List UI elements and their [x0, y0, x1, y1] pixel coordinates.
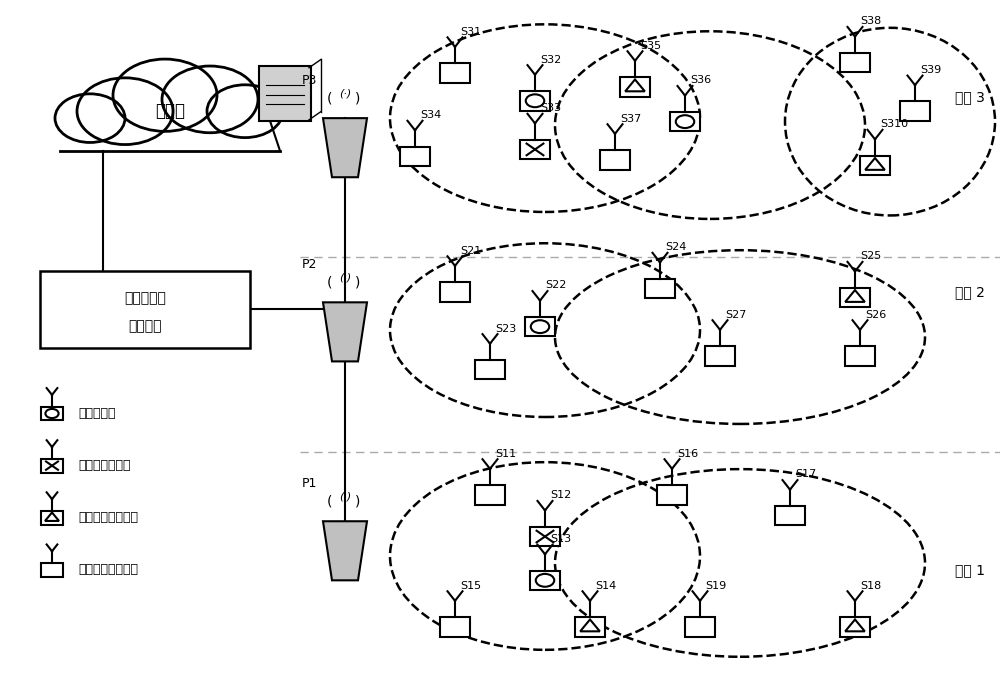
Text: ): ): [355, 92, 361, 106]
Text: S11: S11: [495, 449, 516, 459]
Bar: [41, 511, 63, 525]
Text: S17: S17: [795, 470, 816, 480]
Bar: [475, 360, 505, 379]
Text: S32: S32: [540, 55, 561, 65]
Text: 控制单元: 控制单元: [128, 319, 162, 333]
Bar: [620, 77, 650, 97]
Bar: [530, 571, 560, 590]
Text: S31: S31: [460, 27, 481, 37]
Text: (·): (·): [339, 492, 351, 502]
Text: P1: P1: [302, 477, 317, 490]
Text: S21: S21: [460, 246, 481, 256]
Text: S38: S38: [860, 17, 881, 26]
Bar: [520, 140, 550, 159]
Bar: [575, 617, 605, 637]
Bar: [41, 407, 63, 420]
Polygon shape: [323, 521, 367, 580]
Bar: [645, 279, 675, 298]
Text: S34: S34: [420, 111, 441, 120]
Text: S25: S25: [860, 252, 881, 261]
Bar: [400, 147, 430, 166]
Text: S23: S23: [495, 324, 516, 334]
Text: S27: S27: [725, 310, 746, 320]
Text: S18: S18: [860, 581, 881, 591]
Text: S14: S14: [595, 581, 616, 591]
Text: (: (: [327, 92, 333, 106]
Text: (·): (·): [339, 89, 351, 99]
Text: 楼层 3: 楼层 3: [955, 90, 985, 104]
Bar: [40, 271, 250, 348]
Text: P3: P3: [302, 74, 317, 87]
Bar: [440, 63, 470, 83]
Bar: [41, 563, 63, 577]
Bar: [840, 617, 870, 637]
Circle shape: [207, 85, 283, 138]
Polygon shape: [323, 302, 367, 361]
Text: S24: S24: [665, 243, 686, 252]
Text: S37: S37: [620, 114, 641, 124]
Bar: [657, 485, 687, 505]
Text: P2: P2: [302, 258, 317, 271]
FancyBboxPatch shape: [259, 67, 311, 121]
Text: 互联网: 互联网: [155, 102, 185, 120]
Text: S19: S19: [705, 581, 726, 591]
Bar: [845, 346, 875, 366]
Text: 楼层 2: 楼层 2: [955, 285, 985, 299]
Bar: [705, 346, 735, 366]
Circle shape: [162, 66, 258, 133]
Polygon shape: [323, 118, 367, 177]
Bar: [670, 112, 700, 131]
Text: S39: S39: [920, 65, 941, 75]
Bar: [530, 527, 560, 546]
Circle shape: [55, 94, 125, 142]
Text: S33: S33: [540, 104, 561, 113]
Text: 子网普通参考节点: 子网普通参考节点: [78, 564, 138, 576]
Circle shape: [77, 78, 173, 145]
Text: 子网主节点: 子网主节点: [78, 407, 116, 420]
Bar: [520, 91, 550, 111]
Text: (·): (·): [339, 273, 351, 283]
Text: ): ): [355, 276, 361, 290]
Text: S36: S36: [690, 76, 711, 85]
Bar: [840, 288, 870, 307]
Text: S12: S12: [550, 491, 571, 500]
Bar: [775, 506, 805, 525]
Bar: [440, 282, 470, 302]
Bar: [600, 150, 630, 170]
Text: ): ): [355, 495, 361, 509]
Bar: [840, 53, 870, 72]
Bar: [50, 104, 310, 153]
Bar: [525, 317, 555, 336]
Bar: [440, 617, 470, 637]
Text: 子网备份主节点: 子网备份主节点: [78, 459, 130, 472]
Bar: [860, 156, 890, 175]
Bar: [900, 101, 930, 121]
Text: (: (: [327, 495, 333, 509]
Text: 楼层 1: 楼层 1: [955, 563, 985, 577]
Bar: [685, 617, 715, 637]
Text: S16: S16: [677, 449, 698, 459]
Text: (: (: [327, 276, 333, 290]
Text: S26: S26: [865, 310, 886, 320]
Bar: [475, 485, 505, 505]
Text: 物联网中央: 物联网中央: [124, 291, 166, 305]
Text: S13: S13: [550, 534, 571, 544]
Circle shape: [113, 59, 217, 131]
Bar: [41, 459, 63, 473]
Text: 自主加入子网节点: 自主加入子网节点: [78, 512, 138, 524]
Text: S35: S35: [640, 41, 661, 51]
Text: S310: S310: [880, 120, 908, 129]
Text: S15: S15: [460, 581, 481, 591]
Text: S22: S22: [545, 281, 566, 291]
